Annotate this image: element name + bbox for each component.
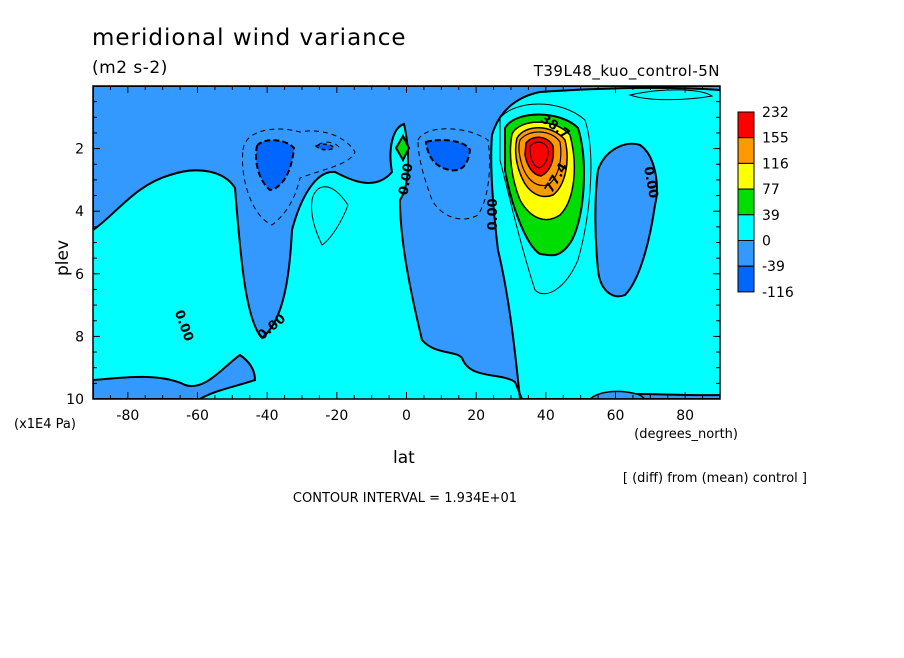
- colorbar-swatch: [737, 137, 755, 164]
- x-tick-label: 80: [676, 408, 694, 424]
- colorbar-label: 77: [762, 182, 780, 198]
- x-axis-units: (degrees_north): [634, 427, 738, 442]
- contour-interval: CONTOUR INTERVAL = 1.934E+01: [293, 491, 517, 506]
- thin-contour-left: [311, 186, 349, 246]
- diff-note: [ (diff) from (mean) control ]: [623, 471, 807, 486]
- thin-contour-topright: [628, 89, 714, 101]
- y-axis-units: (x1E4 Pa): [14, 417, 76, 432]
- colorbar-label: 155: [762, 131, 789, 147]
- dashed-contour-left: [241, 128, 356, 226]
- colorbar-label: 39: [762, 208, 780, 224]
- colorbar-swatch: [737, 111, 755, 139]
- y-axis-label: plev: [53, 240, 73, 276]
- colorbar: 232 155 116 77 39 0 -39 -116: [737, 105, 794, 301]
- x-tick-label: 60: [607, 408, 625, 424]
- contour-level-135: [518, 131, 562, 187]
- fill-positive-diamond: [394, 133, 411, 163]
- chart-title: meridional wind variance: [92, 25, 407, 51]
- y-tick-label: 4: [75, 204, 84, 220]
- y-tick-label: 2: [75, 142, 84, 158]
- y-tick-label: 8: [75, 329, 84, 345]
- fill-negative-right: [594, 142, 658, 298]
- run-label: T39L48_kuo_control-5N: [533, 62, 720, 81]
- fill-negative-bottom: [588, 390, 647, 399]
- fill-level-232: [529, 141, 549, 169]
- y-axis: 2 4 6 8 10: [66, 101, 720, 408]
- colorbar-label: -39: [762, 259, 785, 275]
- x-tick-label: 0: [402, 408, 411, 424]
- colorbar-swatch: [737, 265, 755, 293]
- dashed-contour-small: [317, 141, 341, 149]
- thin-contour-outer: [499, 103, 592, 295]
- colorbar-label: 0: [762, 234, 771, 250]
- colorbar-label: -116: [762, 285, 794, 301]
- dashed-contour-mid: [417, 128, 491, 220]
- y-tick-label: 10: [66, 392, 84, 408]
- chart-units: (m2 s-2): [92, 58, 168, 78]
- x-axis: -80 -60 -40 -20 0 20 40 60 80: [109, 86, 704, 424]
- colorbar-swatch: [737, 188, 755, 216]
- contour-label: 0.00: [396, 162, 416, 196]
- x-tick-label: -80: [116, 408, 139, 424]
- x-tick-label: -20: [325, 408, 348, 424]
- x-tick-label: -40: [256, 408, 279, 424]
- fill-negative-band: [93, 86, 720, 399]
- colorbar-swatch: [737, 240, 755, 267]
- contour-label: 0.00: [640, 165, 660, 199]
- colorbar-label: 116: [762, 156, 789, 172]
- colorbar-swatch: [737, 162, 755, 190]
- contour-label: 0.00: [486, 198, 501, 230]
- fill-negative-lower-left: [93, 353, 257, 399]
- x-tick-label: 40: [537, 408, 555, 424]
- x-tick-label: 20: [467, 408, 485, 424]
- fill-negative-core-left: [255, 139, 296, 192]
- fill-negative-core-small: [314, 143, 336, 151]
- x-axis-label: lat: [393, 448, 415, 468]
- y-tick-label: 6: [75, 267, 84, 283]
- colorbar-label: 232: [762, 105, 789, 121]
- fill-negative-core-mid: [424, 139, 472, 172]
- x-tick-label: -60: [186, 408, 209, 424]
- colorbar-swatch: [737, 214, 755, 242]
